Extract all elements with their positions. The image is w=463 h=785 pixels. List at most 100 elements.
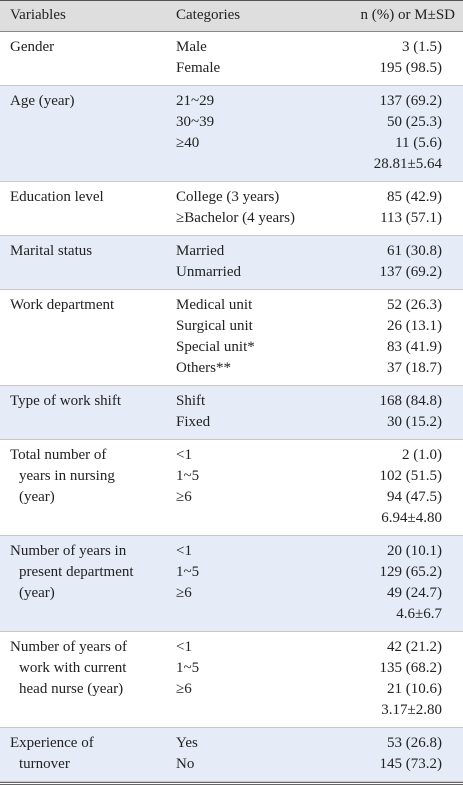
table-row: Experience of turnover Yes No 53 (26.8) 145 (… [0,728,463,782]
value: 4.6±6.7 [396,606,442,622]
value: 42 (21.2) [387,639,442,655]
value: 85 (42.9) [387,189,442,205]
category-cell: <1 1~5 ≥6 [176,637,336,721]
value: 102 (51.5) [379,468,443,484]
category: Medical unit [176,297,253,313]
category-cell: <1 1~5 ≥6 [176,445,336,529]
category: 1~5 [176,660,200,676]
value: 37 (18.7) [387,360,442,376]
category-cell: 21~29 30~39 ≥40 [176,91,336,175]
variable-line: present department [19,564,134,580]
table-row: Number of years in present department (yea… [0,536,463,632]
category-spacer [176,508,336,529]
header-row: Variables Categories n (%) or M±SD [0,1,463,32]
category: Special unit* [176,339,255,355]
category: Others** [176,360,231,376]
table-row: Type of work shift Shift Fixed 168 (84.8) 30… [0,386,463,440]
category: Yes [176,735,198,751]
value: 53 (26.8) [387,735,442,751]
variable-line: Total number of [10,447,107,463]
variable-cell: Work department [0,295,176,379]
variable-cell: Total number of years in nursing (year) [0,445,176,529]
category: 21~29 [176,93,215,109]
value-cell: 3 (1.5) 195 (98.5) [336,37,443,79]
value: 61 (30.8) [387,243,442,259]
value: 6.94±4.80 [381,510,442,526]
variable-line: Gender [10,39,55,55]
value: 145 (73.2) [379,756,443,772]
category-spacer [176,154,336,175]
variable-line: Experience of [10,735,94,751]
category: Surgical unit [176,318,253,334]
value: 3.17±2.80 [381,702,442,718]
value: 129 (65.2) [379,564,443,580]
variable-line: Education level [10,189,104,205]
value-cell: 42 (21.2) 135 (68.2) 21 (10.6) 3.17±2.80 [336,637,443,721]
value: 52 (26.3) [387,297,442,313]
variable-cell: Age (year) [0,91,176,175]
category-spacer [176,604,336,625]
category: ≥6 [176,681,192,697]
value-cell: 137 (69.2) 50 (25.3) 11 (5.6) 28.81±5.64 [336,91,442,175]
category: ≥Bachelor (4 years) [176,210,296,226]
category-cell: Yes No [176,733,336,775]
variable-cell: Gender [0,37,176,79]
table-row: Number of years of work with current head … [0,632,463,728]
variable-line: Type of work shift [10,393,122,409]
header-cell: Variables [10,7,66,23]
header-cell: n (%) or M±SD [360,7,455,23]
value: 195 (98.5) [379,60,443,76]
variable-line: turnover [19,756,70,772]
category: <1 [176,543,192,559]
variable-cell: Experience of turnover [0,733,176,775]
category-spacer [176,700,336,721]
variable-cell: Number of years of work with current head … [0,637,176,721]
variable-line: years in nursing [19,468,115,484]
variable-cell: Marital status [0,241,176,283]
category: No [176,756,195,772]
value: 21 (10.6) [387,681,442,697]
value-cell: 61 (30.8) 137 (69.2) [336,241,443,283]
value-cell: 20 (10.1) 129 (65.2) 49 (24.7) 4.6±6.7 [336,541,443,625]
header-cell: Categories [176,7,241,23]
variable-line: Number of years of [10,639,128,655]
value: 137 (69.2) [379,93,443,109]
category-cell: Male Female [176,37,336,79]
table-row: Total number of years in nursing (year) <1 1… [0,440,463,536]
variable-line: (year) [19,489,55,505]
category-cell: Married Unmarried [176,241,336,283]
category: <1 [176,639,192,655]
value: 20 (10.1) [387,543,442,559]
variable-line: Work department [10,297,115,313]
category: 1~5 [176,564,200,580]
value: 11 (5.6) [395,135,442,151]
category: Married [176,243,225,259]
value: 83 (41.9) [387,339,442,355]
category-cell: College (3 years) ≥Bachelor (4 years) [176,187,336,229]
variable-line: Marital status [10,243,93,259]
category: Male [176,39,207,55]
value-cell: 168 (84.8) 30 (15.2) [336,391,443,433]
category-cell: Medical unit Surgical unit Special unit* Ot… [176,295,336,379]
variable-cell: Number of years in present department (yea… [0,541,176,625]
category: 1~5 [176,468,200,484]
value: 26 (13.1) [387,318,442,334]
category: ≥40 [176,135,200,151]
category: Fixed [176,414,211,430]
value: 94 (47.5) [387,489,442,505]
category: Shift [176,393,206,409]
category: College (3 years) [176,189,280,205]
value: 168 (84.8) [379,393,443,409]
variable-cell: Type of work shift [0,391,176,433]
value: 3 (1.5) [402,39,442,55]
variable-line: Number of years in [10,543,127,559]
value: 137 (69.2) [379,264,443,280]
value: 113 (57.1) [380,210,442,226]
value: 135 (68.2) [379,660,443,676]
table-row: Work department Medical unit Surgical unit… [0,290,463,386]
category: Unmarried [176,264,241,280]
variable-line: work with current [19,660,127,676]
value-cell: 53 (26.8) 145 (73.2) [336,733,443,775]
variable-line: Age (year) [10,93,75,109]
